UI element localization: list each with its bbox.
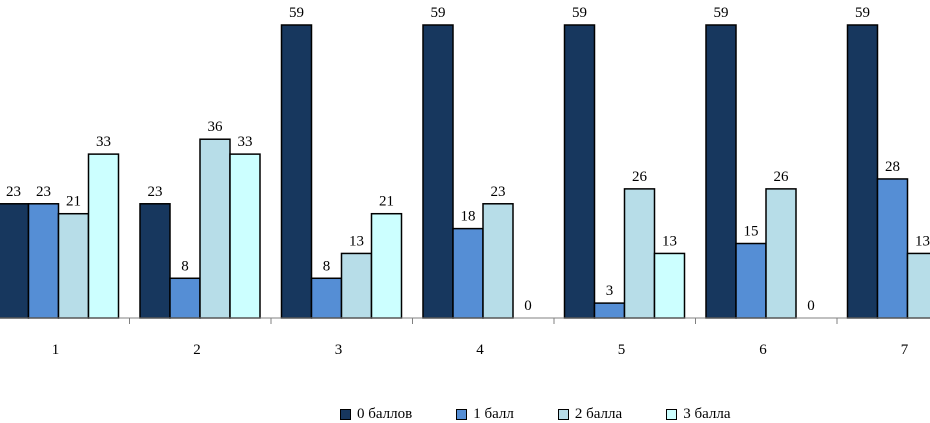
bar-3-series-1 [310, 277, 343, 319]
legend-label-0: 0 баллов [357, 406, 413, 422]
bar-6-series-2 [765, 188, 797, 319]
legend-swatch-2 [557, 409, 569, 420]
value-label-1-series-1: 23 [36, 184, 51, 200]
bar-3-series-3 [370, 212, 403, 319]
bar-4-series-2 [482, 203, 514, 319]
bars-group [0, 24, 930, 319]
value-label-5-series-3: 13 [662, 233, 677, 249]
legend-label-3: 3 балла [683, 406, 731, 422]
bar-1-series-0 [0, 203, 30, 319]
value-label-3-series-2: 13 [349, 233, 364, 249]
value-label-1-series-0: 23 [6, 184, 21, 200]
legend: 0 баллов 1 балл 2 балла 3 балла [340, 406, 775, 423]
value-label-5-series-1: 3 [606, 283, 614, 299]
legend-swatch-3 [666, 409, 678, 420]
value-label-4-series-2: 23 [491, 184, 506, 200]
value-label-3-series-3: 21 [379, 194, 394, 210]
bar-3-series-0 [280, 24, 313, 319]
bar-6-series-1 [735, 242, 767, 319]
category-labels-group: 1 2 3 4 5 6 7 [52, 342, 909, 358]
value-label-2-series-2: 36 [208, 119, 224, 135]
bar-2-series-1 [169, 277, 201, 319]
value-label-3-series-1: 8 [323, 258, 331, 274]
value-label-2-series-1: 8 [181, 258, 189, 274]
bar-3-series-2 [340, 252, 373, 319]
bar-1-series-3 [87, 153, 120, 319]
value-label-5-series-0: 59 [572, 5, 587, 21]
value-label-1-series-2: 21 [66, 194, 81, 210]
value-labels-group: 23 23 21 33 23 8 36 33 59 8 13 21 59 18 23 0 59 3 26 13 59 15… [6, 5, 930, 314]
bar-5-series-3 [653, 252, 686, 319]
value-label-2-series-0: 23 [148, 184, 163, 200]
bar-5-series-2 [623, 188, 656, 319]
legend-item-0: 0 баллов [340, 406, 412, 423]
bar-7-series-1 [876, 178, 909, 319]
bar-7-series-2 [906, 252, 930, 319]
value-label-6-series-0: 59 [714, 5, 729, 21]
value-label-6-series-2: 26 [774, 169, 790, 185]
legend-label-2: 2 балла [574, 406, 623, 422]
value-label-6-series-1: 15 [744, 224, 759, 240]
value-label-5-series-2: 26 [632, 169, 648, 185]
value-label-4-series-3: 0 [524, 298, 532, 314]
legend-swatch-0 [340, 409, 351, 420]
bar-4-series-0 [422, 24, 454, 319]
category-label-5: 5 [618, 342, 626, 358]
bar-2-series-3 [229, 153, 261, 319]
bar-5-series-1 [593, 302, 626, 319]
value-label-7-series-2: 13 [915, 233, 930, 249]
value-label-6-series-3: 0 [807, 298, 815, 314]
value-label-3-series-0: 59 [289, 5, 304, 21]
category-label-1: 1 [52, 342, 60, 358]
bar-2-series-2 [199, 138, 231, 319]
legend-item-2: 2 балла [557, 406, 623, 423]
bar-5-series-0 [563, 24, 596, 319]
legend-swatch-1 [456, 409, 468, 420]
category-label-4: 4 [476, 342, 484, 358]
value-label-4-series-1: 18 [461, 209, 476, 225]
value-label-2-series-3: 33 [238, 134, 253, 150]
legend-item-3: 3 балла [666, 406, 731, 423]
category-label-2: 2 [193, 342, 201, 358]
bar-7-series-0 [846, 24, 879, 319]
bar-6-series-0 [705, 24, 737, 319]
category-label-7: 7 [901, 342, 909, 358]
legend-label-1: 1 балл [473, 406, 514, 422]
value-label-4-series-0: 59 [431, 5, 446, 21]
bar-1-series-2 [57, 212, 90, 319]
value-label-7-series-0: 59 [855, 5, 870, 21]
bar-1-series-1 [27, 203, 60, 319]
value-label-1-series-3: 33 [96, 134, 111, 150]
category-label-3: 3 [335, 342, 343, 358]
legend-item-1: 1 балл [456, 406, 514, 423]
x-axis-ticks [129, 318, 838, 324]
bar-2-series-0 [139, 203, 171, 319]
category-label-6: 6 [759, 342, 767, 358]
value-label-7-series-1: 28 [885, 159, 900, 175]
bar-4-series-1 [452, 227, 484, 319]
